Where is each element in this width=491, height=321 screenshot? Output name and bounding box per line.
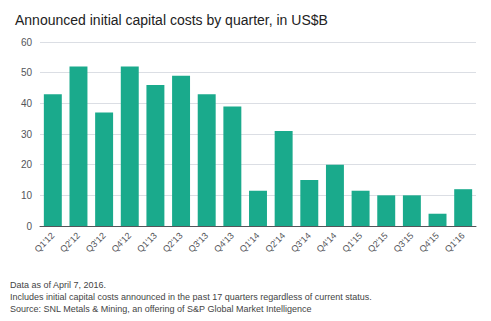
svg-text:Q1'13: Q1'13: [135, 230, 159, 254]
svg-text:Q2'12: Q2'12: [58, 230, 82, 254]
svg-text:Q2'15: Q2'15: [366, 230, 390, 254]
svg-text:Q1'12: Q1'12: [33, 230, 57, 254]
svg-text:Includes initial capital costs: Includes initial capital costs announced…: [10, 292, 372, 302]
svg-text:0: 0: [26, 221, 32, 232]
svg-text:60: 60: [21, 37, 33, 48]
svg-text:20: 20: [21, 159, 33, 170]
svg-text:Q4'15: Q4'15: [417, 230, 441, 254]
svg-text:Q3'12: Q3'12: [84, 230, 108, 254]
svg-text:Q4'14: Q4'14: [315, 230, 339, 254]
svg-text:Q2'14: Q2'14: [263, 230, 287, 254]
svg-text:Source: SNL Metals & Mining, a: Source: SNL Metals & Mining, an offering…: [10, 304, 312, 314]
svg-text:50: 50: [21, 67, 33, 78]
svg-text:Q1'16: Q1'16: [443, 230, 467, 254]
svg-text:Announced initial capital cost: Announced initial capital costs by quart…: [15, 12, 328, 28]
svg-text:Q1'15: Q1'15: [340, 230, 364, 254]
svg-text:30: 30: [21, 129, 33, 140]
svg-text:Data as of April 7, 2016.: Data as of April 7, 2016.: [10, 280, 106, 290]
svg-text:Q4'12: Q4'12: [109, 230, 133, 254]
svg-text:Q3'13: Q3'13: [186, 230, 210, 254]
svg-text:Q4'13: Q4'13: [212, 230, 236, 254]
svg-text:Q2'13: Q2'13: [161, 230, 185, 254]
svg-text:10: 10: [21, 190, 33, 201]
svg-text:Q3'14: Q3'14: [289, 230, 313, 254]
svg-text:Q3'15: Q3'15: [392, 230, 416, 254]
svg-text:40: 40: [21, 98, 33, 109]
svg-text:Q1'14: Q1'14: [238, 230, 262, 254]
